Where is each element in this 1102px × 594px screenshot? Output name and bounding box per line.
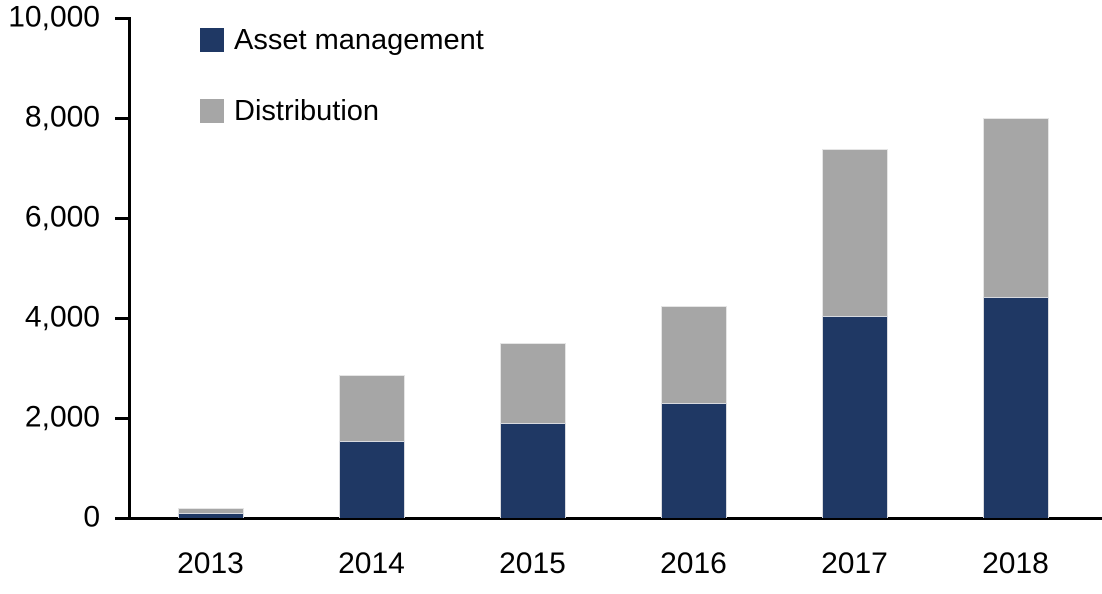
x-tick-label-2014: 2014 [338,547,405,580]
bar-2013 [177,508,244,518]
y-tick-label-2-000: 2,000 [24,400,100,434]
legend-item-asset-management: Asset management [200,23,484,57]
bar-segment-2016-distribution [660,305,727,403]
y-tick-mark [115,17,131,20]
y-tick-mark [115,217,131,220]
bar-segment-2017-distribution [821,149,888,316]
bar-segment-2013-asset-management [177,513,244,518]
y-axis-line [128,17,131,520]
legend-label-asset-management: Asset management [234,23,484,56]
y-tick-label-4-000: 4,000 [24,300,100,334]
y-tick-mark [115,117,131,120]
y-tick-label-6-000: 6,000 [24,200,100,234]
legend-label-distribution: Distribution [234,94,380,127]
legend-item-distribution: Distribution [200,94,484,128]
asset-management-swatch-icon [200,28,224,52]
bar-segment-2017-asset-management [821,316,888,518]
y-tick-label-10-000: 10,000 [8,0,100,34]
bar-2014 [338,375,405,518]
y-tick-label-8-000: 8,000 [24,100,100,134]
distribution-swatch-icon [200,99,224,123]
bar-segment-2014-distribution [338,375,405,441]
bar-segment-2013-distribution [177,508,244,513]
x-tick-label-2015: 2015 [499,547,566,580]
bar-segment-2018-distribution [982,118,1049,297]
y-tick-mark [115,317,131,320]
y-tick-label-0: 0 [83,500,100,534]
bar-segment-2015-asset-management [499,423,566,518]
bar-segment-2018-asset-management [982,297,1049,518]
bar-segment-2016-asset-management [660,402,727,518]
y-tick-mark [115,417,131,420]
bar-segment-2014-asset-management [338,440,405,518]
legend: Asset management Distribution [200,23,484,165]
bar-2016 [660,305,727,518]
bar-2017 [821,149,888,518]
bar-2015 [499,343,566,518]
bar-2018 [982,118,1049,518]
x-tick-label-2017: 2017 [821,547,888,580]
bar-segment-2015-distribution [499,343,566,423]
x-tick-label-2018: 2018 [982,547,1049,580]
x-axis-line [116,517,1102,520]
x-tick-label-2013: 2013 [177,547,244,580]
x-tick-label-2016: 2016 [660,547,727,580]
